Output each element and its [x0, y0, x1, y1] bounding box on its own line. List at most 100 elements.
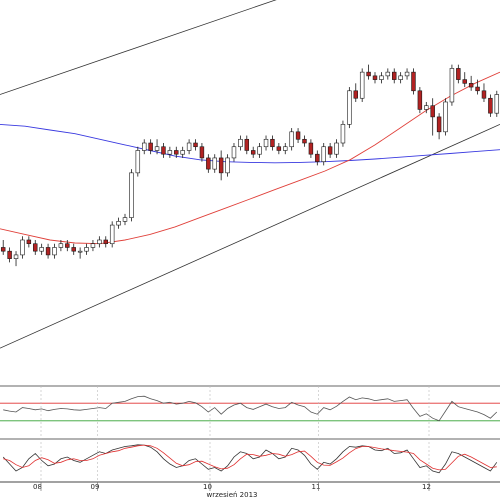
candle-body — [327, 146, 333, 155]
candle — [411, 68, 416, 95]
candle — [84, 243, 89, 255]
candle — [276, 143, 282, 155]
candle-body — [97, 239, 102, 245]
candle-body — [71, 247, 76, 252]
candle-body — [135, 150, 141, 174]
candle — [398, 72, 403, 84]
candle-body — [379, 75, 384, 80]
candle-body — [65, 243, 70, 248]
candle — [385, 68, 391, 80]
candle-body — [263, 138, 269, 148]
moving-average-fast-line — [0, 71, 500, 245]
candle-body — [225, 157, 230, 174]
candle-body — [462, 79, 467, 84]
candle — [13, 251, 19, 267]
candle-body — [7, 250, 12, 259]
rsi-line — [3, 395, 498, 422]
candle — [218, 150, 224, 181]
candle-body — [122, 217, 128, 222]
candle — [372, 72, 378, 84]
candle — [244, 135, 250, 155]
candle — [33, 239, 38, 255]
candle — [109, 221, 115, 248]
candle — [424, 101, 429, 114]
candle-body — [443, 101, 448, 133]
candle-body — [308, 142, 314, 155]
candle — [186, 139, 192, 155]
candle-body — [212, 157, 217, 170]
candle — [225, 154, 230, 177]
x-tick-label: 10 — [203, 483, 212, 491]
rsi-panel — [0, 395, 500, 422]
candle-body — [154, 146, 160, 151]
candle — [347, 87, 352, 129]
candle — [270, 135, 275, 151]
candle — [97, 236, 102, 248]
candle-body — [116, 221, 121, 226]
candle-body — [161, 146, 166, 155]
candle — [257, 143, 262, 158]
candle-body — [174, 150, 179, 155]
candle-body — [449, 68, 455, 103]
candle-body — [347, 90, 352, 125]
candle-body — [109, 224, 115, 245]
candle — [308, 139, 314, 158]
moving-average-slow-line — [0, 123, 500, 164]
candle-body — [0, 247, 6, 252]
candle — [26, 236, 32, 248]
candle-body — [481, 90, 487, 99]
candle — [0, 239, 6, 255]
candle — [475, 79, 480, 95]
candle-body — [13, 254, 19, 259]
stochastic-d-line — [3, 444, 497, 471]
candle-body — [39, 247, 44, 252]
candle — [302, 135, 307, 147]
candle — [142, 139, 147, 155]
candle — [174, 146, 179, 158]
candle — [52, 243, 57, 259]
candle — [392, 68, 397, 84]
candle-body — [315, 153, 320, 162]
x-tick-label: 09 — [91, 483, 100, 491]
candle — [135, 146, 141, 177]
x-axis-ticks: 08 09 10 11 12 — [33, 386, 431, 491]
candle — [289, 128, 294, 151]
candle — [129, 169, 134, 222]
candle-body — [238, 138, 243, 148]
candle — [77, 247, 83, 259]
candle-body — [353, 90, 358, 99]
x-tick-label: 08 — [33, 483, 42, 491]
candle — [283, 143, 288, 155]
candle-body — [411, 71, 416, 92]
candle — [161, 143, 166, 158]
candle — [148, 139, 153, 155]
candle — [199, 143, 205, 162]
stochastic-k-line — [2, 444, 498, 474]
candle-body — [340, 124, 346, 144]
candle — [103, 236, 108, 248]
candle — [7, 247, 12, 263]
moving-averages — [0, 71, 500, 245]
candle — [468, 75, 474, 91]
candle — [180, 146, 185, 158]
candle-body — [475, 86, 480, 92]
candle — [404, 68, 410, 80]
candle-body — [199, 146, 205, 159]
channel-upper-line — [0, 0, 277, 95]
price-panel — [0, 0, 500, 349]
candle-body — [206, 157, 211, 170]
candle-body — [148, 142, 153, 151]
candle-body — [257, 146, 262, 155]
candle-body — [456, 68, 461, 80]
candle-body — [321, 146, 326, 162]
candle-body — [334, 142, 339, 155]
candle — [45, 243, 51, 259]
candle-body — [186, 142, 192, 151]
candle-body — [45, 247, 51, 256]
candle — [366, 64, 371, 80]
candle-body — [193, 142, 198, 148]
x-axis: 08 09 10 11 12 wrzesień 2013 — [0, 386, 500, 499]
candle-body — [218, 157, 224, 174]
candle-body — [58, 243, 64, 248]
candle-body — [468, 83, 474, 88]
